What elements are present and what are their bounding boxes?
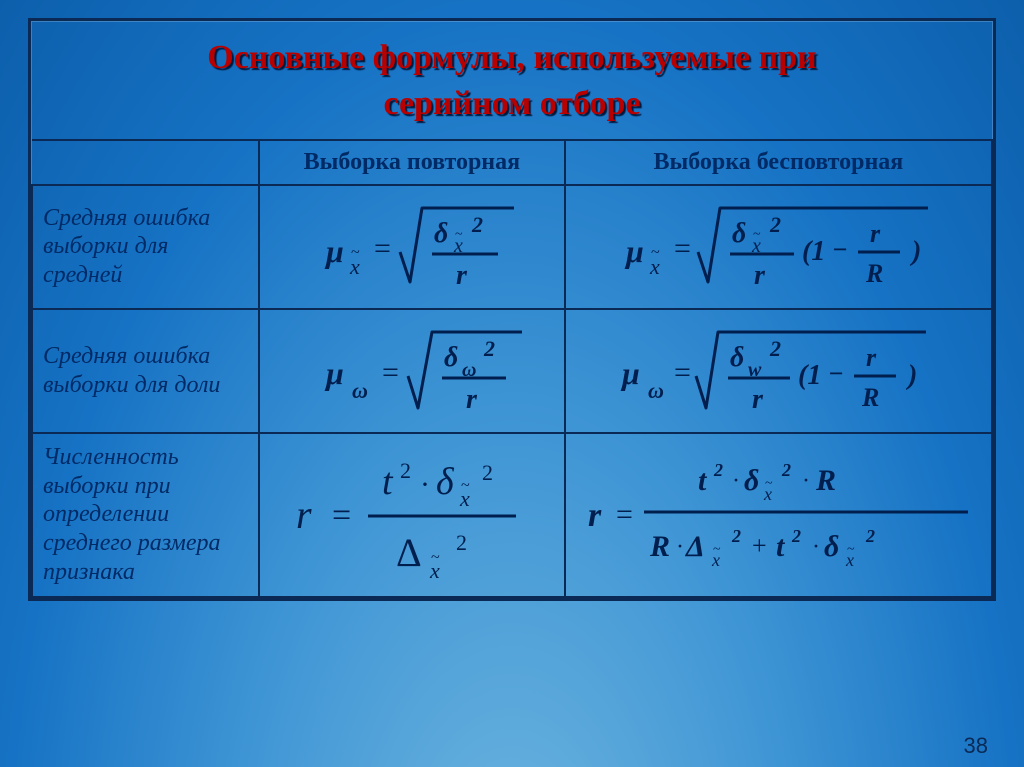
svg-text:μ: μ bbox=[624, 233, 644, 269]
svg-text:δ: δ bbox=[824, 530, 839, 563]
svg-text:r: r bbox=[866, 343, 877, 372]
svg-text:r: r bbox=[752, 384, 764, 415]
svg-text:r: r bbox=[456, 260, 468, 291]
svg-text:(1: (1 bbox=[798, 360, 821, 391]
svg-text:R: R bbox=[865, 259, 883, 288]
svg-text:δ: δ bbox=[732, 218, 746, 249]
svg-text:=: = bbox=[616, 498, 633, 531]
title-line-2: серийном отборе bbox=[383, 85, 640, 122]
svg-text:δ: δ bbox=[444, 342, 458, 373]
svg-text:r: r bbox=[466, 384, 478, 415]
svg-text:2: 2 bbox=[865, 526, 875, 546]
svg-text:2: 2 bbox=[482, 460, 493, 485]
svg-text:=: = bbox=[374, 232, 391, 265]
svg-text:δ: δ bbox=[434, 218, 448, 249]
svg-text:2: 2 bbox=[483, 336, 495, 361]
formula-r1c3: μ x ~ = δ x ~ 2 r (1 − bbox=[565, 185, 992, 309]
svg-text:Δ: Δ bbox=[396, 530, 422, 575]
svg-text:2: 2 bbox=[400, 458, 411, 483]
svg-text:(1: (1 bbox=[802, 236, 825, 267]
formula-r2c2: μ ω = δ ω 2 r bbox=[259, 309, 565, 433]
formula-r1c2: μ x ~ = δ x ~ 2 r bbox=[259, 185, 565, 309]
formula-table: Выборка повторная Выборка бесповторная С… bbox=[31, 139, 993, 598]
row3-label: Численность выборки при определении сред… bbox=[32, 433, 259, 597]
svg-text:2: 2 bbox=[781, 460, 791, 480]
svg-text:~: ~ bbox=[431, 549, 440, 566]
header-bespovtor: Выборка бесповторная bbox=[565, 140, 992, 185]
table-row: Средняя ошибка выборки для доли μ ω = δ … bbox=[32, 309, 992, 433]
svg-text:~: ~ bbox=[461, 477, 470, 494]
svg-text:2: 2 bbox=[769, 336, 781, 361]
formula-table-container: Основные формулы, используемые при серий… bbox=[28, 18, 996, 601]
svg-text:δ: δ bbox=[730, 342, 744, 373]
svg-text:δ: δ bbox=[744, 464, 759, 497]
svg-text:δ: δ bbox=[436, 461, 455, 503]
svg-text:r: r bbox=[870, 219, 881, 248]
formula-r3c2: r = t 2 · δ x ~ 2 bbox=[259, 433, 565, 597]
svg-text:Δ: Δ bbox=[685, 530, 705, 563]
svg-text:=: = bbox=[332, 497, 351, 534]
svg-text:t: t bbox=[698, 464, 708, 497]
svg-text:2: 2 bbox=[731, 526, 741, 546]
svg-text:μ: μ bbox=[620, 355, 640, 391]
svg-text:−: − bbox=[828, 359, 844, 388]
svg-text:t: t bbox=[382, 461, 394, 503]
svg-text:−: − bbox=[832, 235, 848, 264]
svg-text:~: ~ bbox=[651, 244, 660, 261]
svg-text:R: R bbox=[815, 464, 836, 497]
svg-text:r: r bbox=[588, 497, 602, 534]
formula-r2c3: μ ω = δ w 2 r (1 − r bbox=[565, 309, 992, 433]
formula-r3c3: r = t 2 · δ x ~ 2 · R bbox=[565, 433, 992, 597]
svg-text:2: 2 bbox=[456, 530, 467, 555]
svg-text:2: 2 bbox=[791, 526, 801, 546]
svg-text:t: t bbox=[776, 530, 786, 563]
svg-text:R: R bbox=[861, 383, 879, 412]
svg-text:=: = bbox=[674, 356, 691, 389]
svg-text:~: ~ bbox=[765, 476, 773, 491]
svg-text:R: R bbox=[649, 530, 670, 563]
svg-text:·: · bbox=[732, 468, 740, 494]
svg-text:=: = bbox=[674, 232, 691, 265]
svg-text:2: 2 bbox=[769, 212, 781, 237]
page-number: 38 bbox=[964, 733, 988, 759]
row2-label: Средняя ошибка выборки для доли bbox=[32, 309, 259, 433]
svg-text:~: ~ bbox=[455, 227, 463, 242]
svg-text:2: 2 bbox=[471, 212, 483, 237]
table-row: Численность выборки при определении сред… bbox=[32, 433, 992, 597]
header-povtor: Выборка повторная bbox=[259, 140, 565, 185]
table-title: Основные формулы, используемые при серий… bbox=[31, 21, 993, 139]
svg-text:·: · bbox=[802, 468, 810, 494]
svg-text:·: · bbox=[420, 468, 430, 501]
svg-text:2: 2 bbox=[713, 460, 723, 480]
svg-text:~: ~ bbox=[753, 227, 761, 242]
svg-text:ω: ω bbox=[352, 378, 368, 403]
svg-text:·: · bbox=[812, 534, 820, 560]
svg-text:): ) bbox=[909, 236, 921, 267]
svg-text:r: r bbox=[754, 260, 766, 291]
header-blank bbox=[32, 140, 259, 185]
svg-text:~: ~ bbox=[713, 542, 721, 557]
title-line-1: Основные формулы, используемые при bbox=[207, 39, 816, 76]
svg-text:r: r bbox=[296, 492, 312, 537]
svg-text:~: ~ bbox=[351, 244, 360, 261]
svg-text:+: + bbox=[752, 531, 767, 560]
svg-text:μ: μ bbox=[324, 233, 344, 269]
svg-text:ω: ω bbox=[648, 378, 664, 403]
row1-label: Средняя ошибка выборки для средней bbox=[32, 185, 259, 309]
svg-text:): ) bbox=[905, 360, 917, 391]
table-row: Средняя ошибка выборки для средней μ x ~… bbox=[32, 185, 992, 309]
svg-text:~: ~ bbox=[847, 542, 855, 557]
svg-text:=: = bbox=[382, 356, 399, 389]
svg-text:μ: μ bbox=[324, 355, 344, 391]
svg-text:·: · bbox=[676, 534, 684, 560]
